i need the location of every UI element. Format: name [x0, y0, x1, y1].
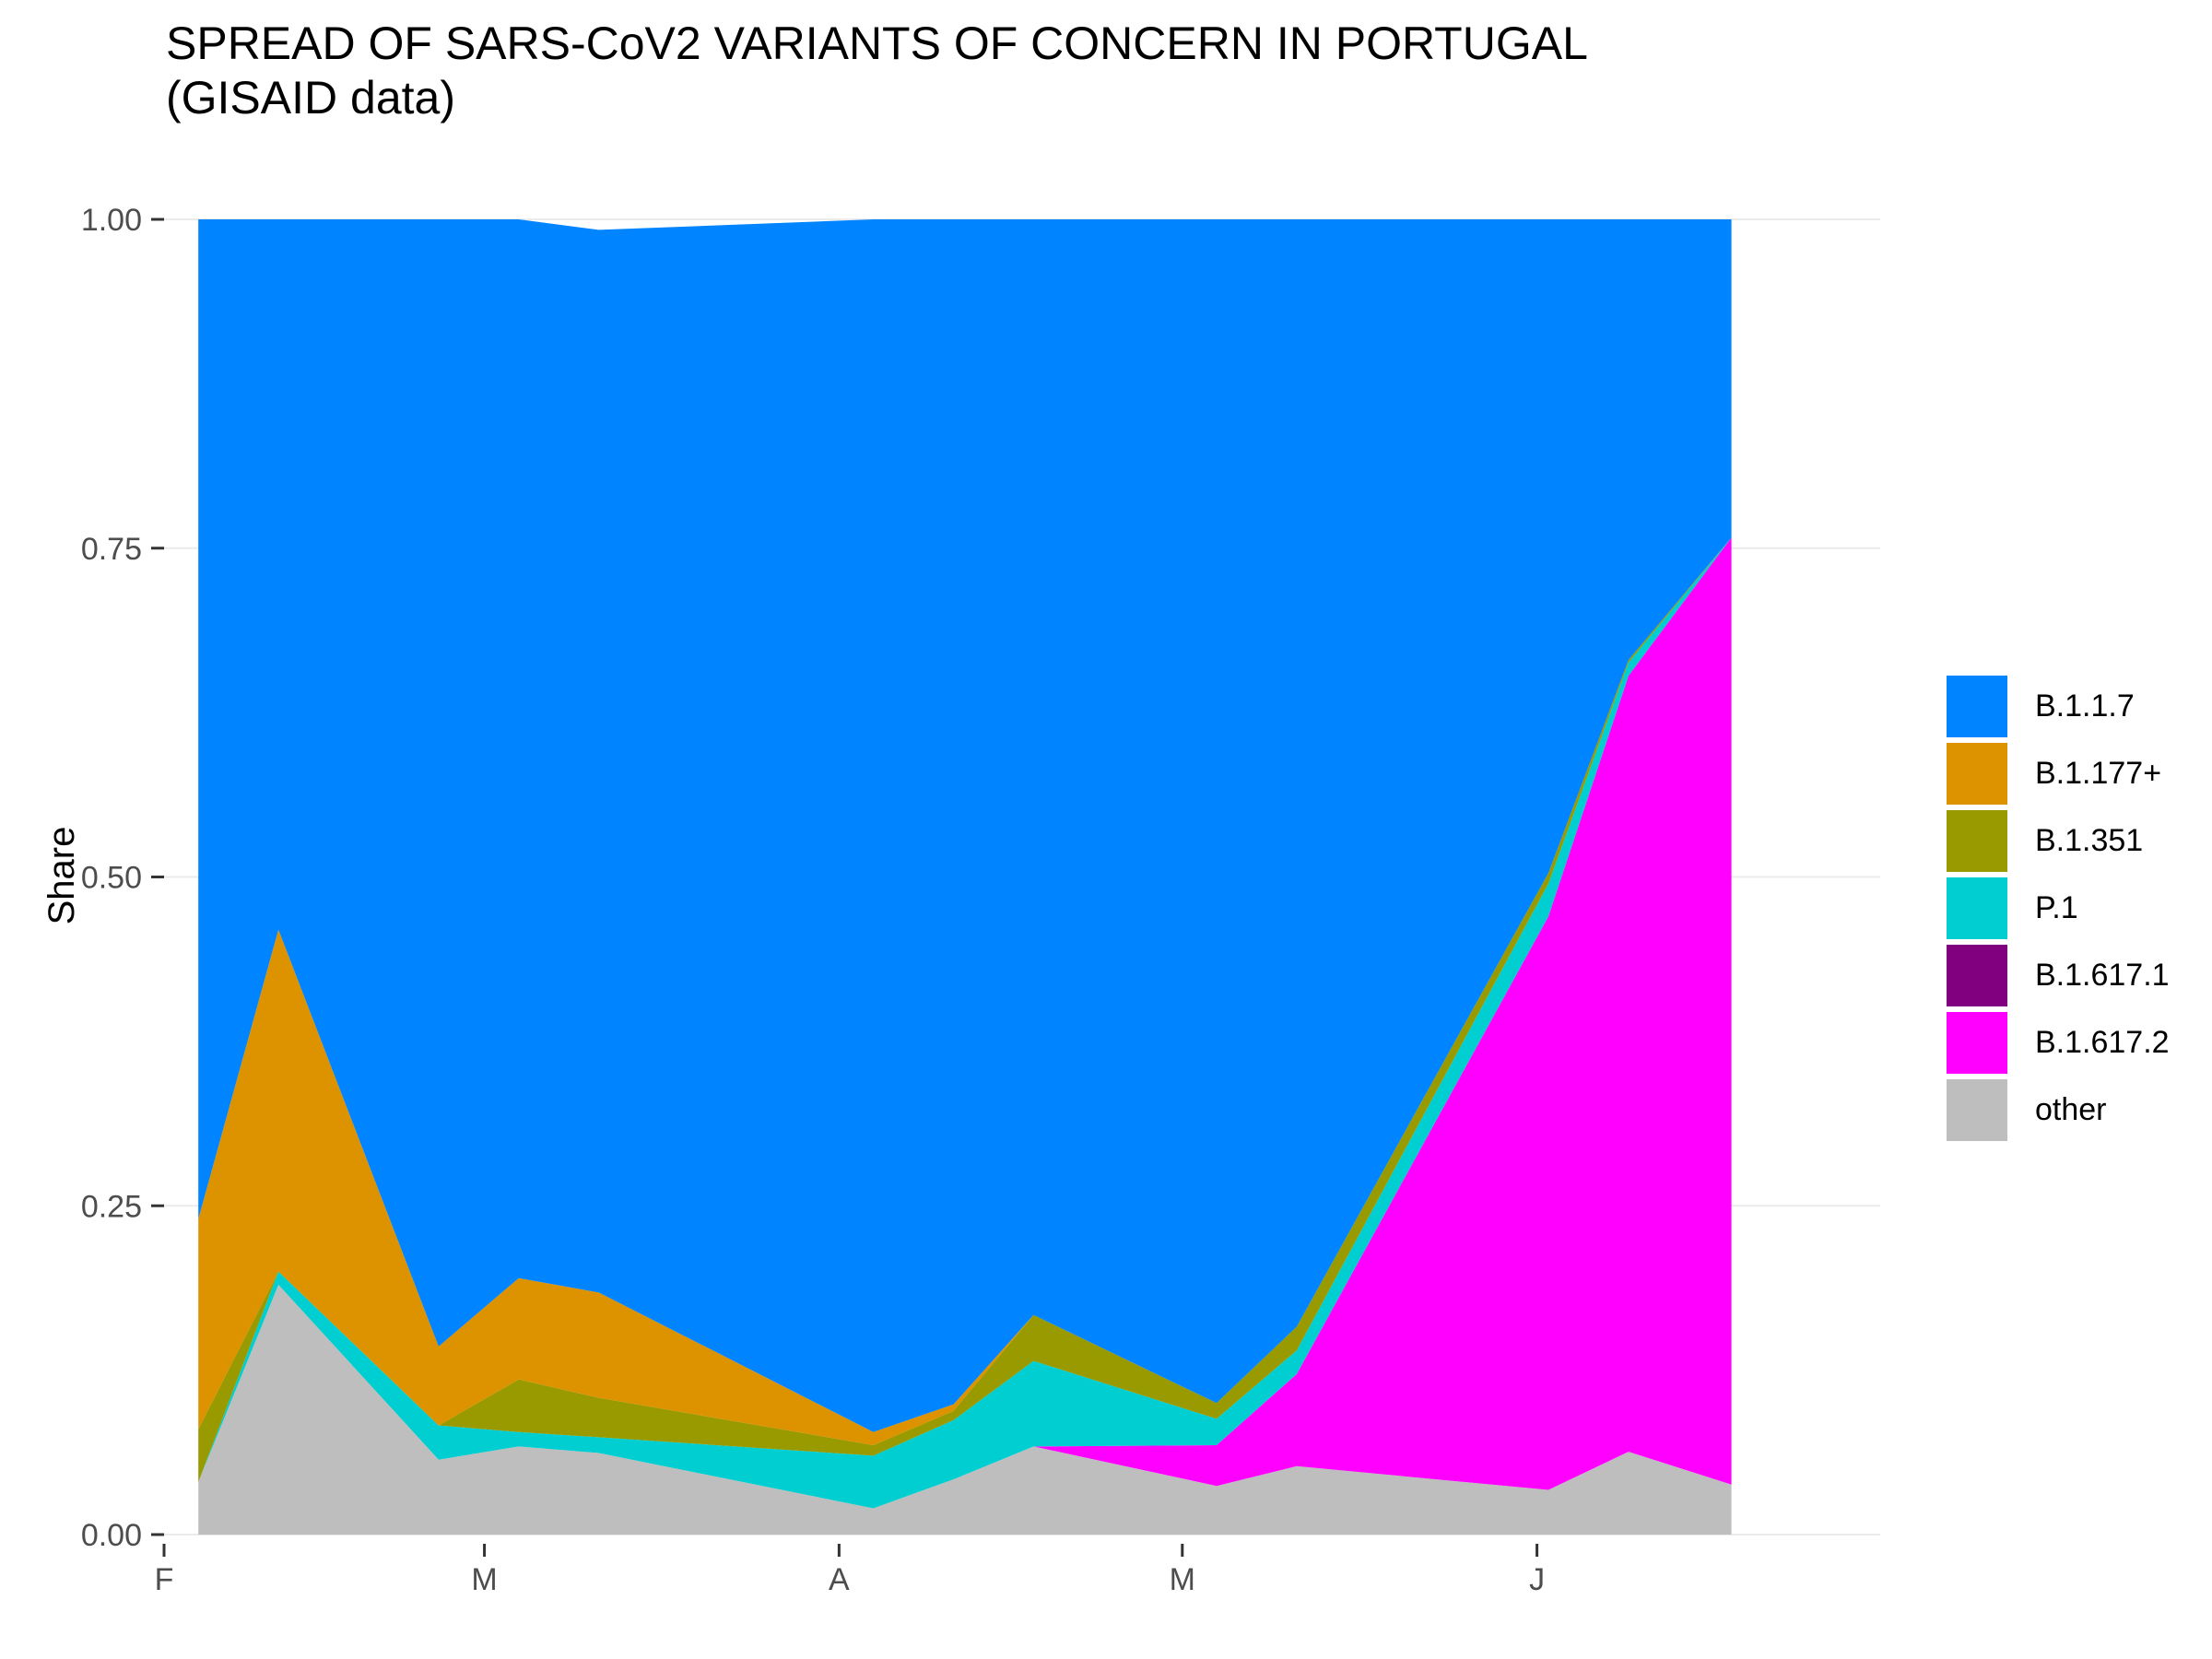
legend-key-swatch — [1947, 810, 2007, 872]
legend-label: B.1.617.2 — [2035, 1025, 2170, 1060]
legend-label: B.1.1.7 — [2035, 688, 2135, 724]
y-tick-label: 0.75 — [81, 532, 142, 567]
legend-key-swatch — [1947, 743, 2007, 805]
chart-title: SPREAD OF SARS-CoV2 VARIANTS OF CONCERN … — [166, 17, 1588, 125]
legend: B.1.1.7 B.1.177+ B.1.351 P.1 B.1.617.1 B.1.61… — [1947, 673, 2170, 1144]
legend-key-swatch — [1947, 1079, 2007, 1141]
legend-item: B.1.617.1 — [1947, 942, 2170, 1009]
area-series-p-1 — [198, 537, 1732, 1509]
legend-label: other — [2035, 1092, 2107, 1127]
x-tick-label: F — [155, 1562, 174, 1597]
legend-key-swatch — [1947, 676, 2007, 737]
legend-label: B.1.351 — [2035, 823, 2144, 858]
legend-label: P.1 — [2035, 890, 2078, 925]
y-tick-label: 0.00 — [81, 1518, 142, 1553]
chart-title-line-2: (GISAID data) — [166, 72, 455, 124]
legend-key-swatch — [1947, 945, 2007, 1006]
legend-item: B.1.177+ — [1947, 740, 2170, 807]
area-series-b-1-617-2 — [198, 537, 1732, 1509]
legend-label: B.1.617.1 — [2035, 958, 2170, 993]
legend-item: B.1.1.7 — [1947, 673, 2170, 740]
area-series-b-1-1-7 — [198, 219, 1732, 1432]
legend-item: B.1.617.2 — [1947, 1009, 2170, 1077]
y-tick-label: 0.50 — [81, 861, 142, 896]
x-tick-label: M — [471, 1562, 497, 1597]
legend-key-swatch — [1947, 877, 2007, 939]
area-series-b-1-351 — [198, 537, 1732, 1482]
x-tick-label: A — [829, 1562, 850, 1597]
legend-item: B.1.351 — [1947, 807, 2170, 875]
area-series-other — [198, 1284, 1732, 1535]
legend-item: P.1 — [1947, 875, 2170, 942]
legend-key-swatch — [1947, 1012, 2007, 1074]
legend-item: other — [1947, 1077, 2170, 1144]
y-tick-label: 1.00 — [81, 203, 142, 238]
x-tick-label: M — [1170, 1562, 1195, 1597]
x-tick-label: J — [1529, 1562, 1545, 1597]
y-tick-label: 0.25 — [81, 1189, 142, 1224]
legend-label: B.1.177+ — [2035, 756, 2162, 791]
chart-title-line-1: SPREAD OF SARS-CoV2 VARIANTS OF CONCERN … — [166, 18, 1588, 69]
